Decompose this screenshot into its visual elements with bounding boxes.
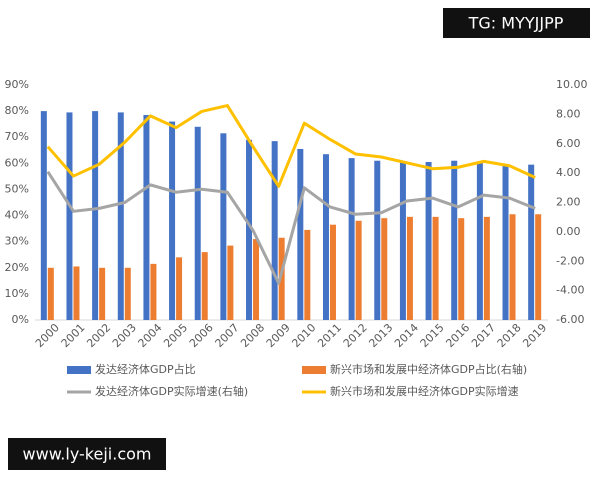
y2-tick-label: -4.00 — [556, 284, 584, 297]
legend-label: 新兴市场和发展中经济体GDP占比(右轴) — [330, 362, 527, 376]
y2-tick-label: 2.00 — [556, 196, 581, 209]
bar — [458, 218, 465, 320]
y2-tick-label: -2.00 — [556, 254, 584, 267]
legend-label: 新兴市场和发展中经济体GDP实际增速 — [330, 384, 519, 398]
bar — [451, 160, 458, 320]
bar — [381, 218, 388, 320]
y-tick-label: 50% — [5, 182, 29, 195]
line — [46, 170, 536, 285]
y-tick-label: 30% — [5, 235, 29, 248]
y-tick-label: 90% — [5, 78, 29, 91]
y-tick-label: 60% — [5, 156, 29, 169]
bar — [73, 266, 80, 320]
bar — [271, 141, 278, 320]
bar — [194, 126, 201, 321]
y2-tick-label: 6.00 — [556, 137, 581, 150]
bar — [99, 267, 106, 320]
legend-label: 发达经济体GDP占比 — [95, 362, 196, 376]
bar — [355, 220, 362, 320]
bar — [201, 252, 208, 320]
y-tick-label: 80% — [5, 104, 29, 117]
y2-tick-label: 8.00 — [556, 107, 581, 120]
bar — [528, 164, 535, 320]
bar — [92, 111, 99, 320]
bar — [509, 214, 516, 320]
legend-label: 发达经济体GDP实际增速(右轴) — [95, 384, 248, 398]
bar — [348, 158, 355, 320]
y-tick-label: 70% — [5, 130, 29, 143]
bar — [329, 224, 336, 320]
bar — [117, 112, 124, 321]
bar — [406, 216, 413, 320]
y-tick-label: 40% — [5, 209, 29, 222]
y-tick-label: 20% — [5, 261, 29, 274]
bar — [322, 154, 329, 320]
bar — [425, 162, 432, 320]
bar — [124, 267, 131, 320]
bar — [169, 121, 176, 320]
y2-tick-label: -6.00 — [556, 313, 584, 326]
bar — [432, 216, 439, 320]
bar — [220, 133, 227, 320]
y-tick-label: 0% — [12, 313, 29, 326]
bar — [227, 245, 234, 320]
y-tick-label: 10% — [5, 287, 29, 300]
line — [46, 104, 536, 188]
legend-swatch — [67, 366, 91, 374]
bar — [176, 257, 183, 320]
bar — [374, 160, 381, 320]
bar — [143, 115, 150, 321]
bar — [40, 111, 47, 320]
bar — [246, 139, 253, 320]
y2-tick-label: 4.00 — [556, 166, 581, 179]
bar — [47, 267, 54, 320]
bar — [399, 162, 406, 320]
bar — [476, 162, 483, 320]
bar — [304, 229, 311, 320]
y2-tick-label: 10.00 — [556, 78, 588, 91]
bar — [253, 239, 260, 320]
bar — [278, 237, 285, 320]
legend-swatch — [302, 366, 326, 374]
url-box — [8, 438, 166, 470]
tag-box — [443, 8, 590, 38]
bar — [66, 112, 73, 321]
bar — [535, 214, 542, 320]
bar — [483, 216, 490, 320]
tag-text: TG: MYYJJPP — [468, 14, 564, 33]
bar — [502, 164, 509, 320]
bar — [297, 148, 304, 320]
url-text: www.ly-keji.com — [23, 445, 152, 464]
bar — [150, 263, 157, 320]
y2-tick-label: 0.00 — [556, 225, 581, 238]
